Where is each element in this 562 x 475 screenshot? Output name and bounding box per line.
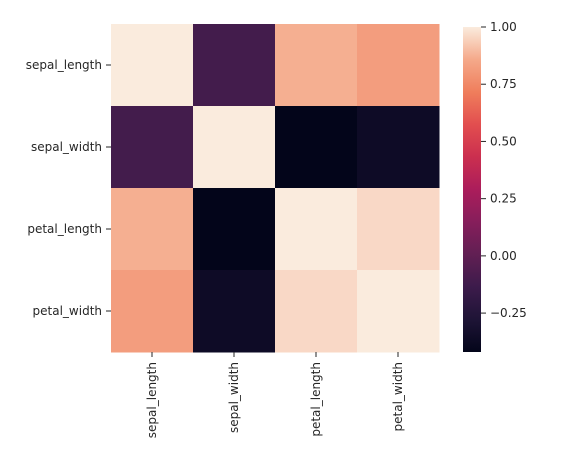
y-tick-label: petal_width	[33, 304, 102, 318]
y-tick-label: petal_length	[27, 222, 102, 236]
y-axis: sepal_length sepal_width petal_lengthpetal…	[26, 58, 111, 318]
x-axis: sepal_length sepal_width petal_length petal…	[145, 352, 405, 438]
heatmap-cell-sepal_length-sepal_length	[111, 24, 194, 107]
colorbar-tick-label: 0.50	[490, 134, 517, 148]
heatmap-cell-petal_length-sepal_length	[111, 188, 194, 271]
heatmap-cell-petal_width-petal_length	[275, 270, 358, 353]
colorbar-tick-label: 1.00	[490, 20, 517, 34]
heatmap-cell-petal_width-sepal_length	[111, 270, 194, 353]
x-tick-label: petal_length	[309, 362, 323, 437]
x-tick-label: sepal_length	[145, 362, 159, 438]
heatmap-cell-petal_width-petal_width	[357, 270, 440, 353]
heatmap-cell-petal_length-petal_width	[357, 188, 440, 271]
heatmap-cell-sepal_length-sepal_width	[193, 24, 276, 107]
heatmap-cell-petal_length-petal_length	[275, 188, 358, 271]
heatmap-cell-sepal_length-petal_length	[275, 24, 358, 107]
colorbar	[463, 27, 481, 352]
colorbar-tick-label: 0.00	[490, 249, 517, 263]
heatmap-cell-sepal_width-sepal_length	[111, 106, 194, 189]
heatmap-cell-sepal_width-petal_length	[275, 106, 358, 189]
heatmap-cells	[111, 24, 440, 353]
colorbar-tick-label: 0.25	[490, 192, 517, 206]
colorbar-axis: 1.00 0.75 0.50 0.25 0.00 −0.25	[481, 20, 527, 320]
x-tick-label: petal_width	[391, 362, 405, 431]
heatmap-cell-petal_width-sepal_width	[193, 270, 276, 353]
heatmap-cell-sepal_length-petal_width	[357, 24, 440, 107]
x-tick-label: sepal_width	[227, 362, 241, 433]
heatmap-cell-sepal_width-petal_width	[357, 106, 440, 189]
colorbar-tick-label: −0.25	[490, 306, 527, 320]
colorbar-tick-label: 0.75	[490, 77, 517, 91]
y-tick-label: sepal_width	[31, 140, 102, 154]
heatmap-cell-petal_length-sepal_width	[193, 188, 276, 271]
y-tick-label: sepal_length	[26, 58, 102, 72]
heatmap-cell-sepal_width-sepal_width	[193, 106, 276, 189]
